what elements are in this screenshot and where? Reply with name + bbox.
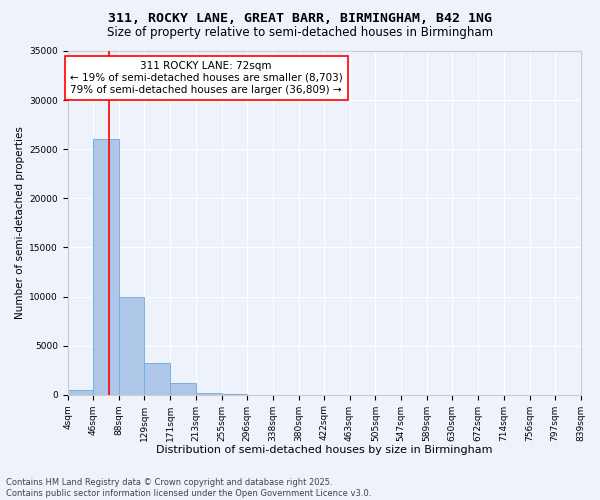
Bar xyxy=(94,140,119,394)
Text: 311, ROCKY LANE, GREAT BARR, BIRMINGHAM, B42 1NG: 311, ROCKY LANE, GREAT BARR, BIRMINGHAM,… xyxy=(108,12,492,26)
Bar xyxy=(196,393,222,394)
Bar xyxy=(119,296,145,394)
Text: 311 ROCKY LANE: 72sqm
← 19% of semi-detached houses are smaller (8,703)
79% of s: 311 ROCKY LANE: 72sqm ← 19% of semi-deta… xyxy=(70,62,343,94)
X-axis label: Distribution of semi-detached houses by size in Birmingham: Distribution of semi-detached houses by … xyxy=(156,445,493,455)
Text: Contains HM Land Registry data © Crown copyright and database right 2025.
Contai: Contains HM Land Registry data © Crown c… xyxy=(6,478,371,498)
Y-axis label: Number of semi-detached properties: Number of semi-detached properties xyxy=(15,126,25,320)
Bar xyxy=(68,390,94,394)
Text: Size of property relative to semi-detached houses in Birmingham: Size of property relative to semi-detach… xyxy=(107,26,493,39)
Bar xyxy=(170,383,196,394)
Bar xyxy=(145,364,170,394)
